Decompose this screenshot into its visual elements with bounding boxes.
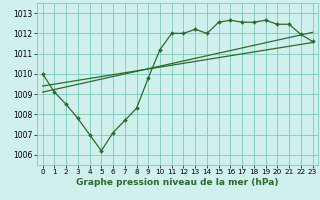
X-axis label: Graphe pression niveau de la mer (hPa): Graphe pression niveau de la mer (hPa)	[76, 178, 279, 187]
